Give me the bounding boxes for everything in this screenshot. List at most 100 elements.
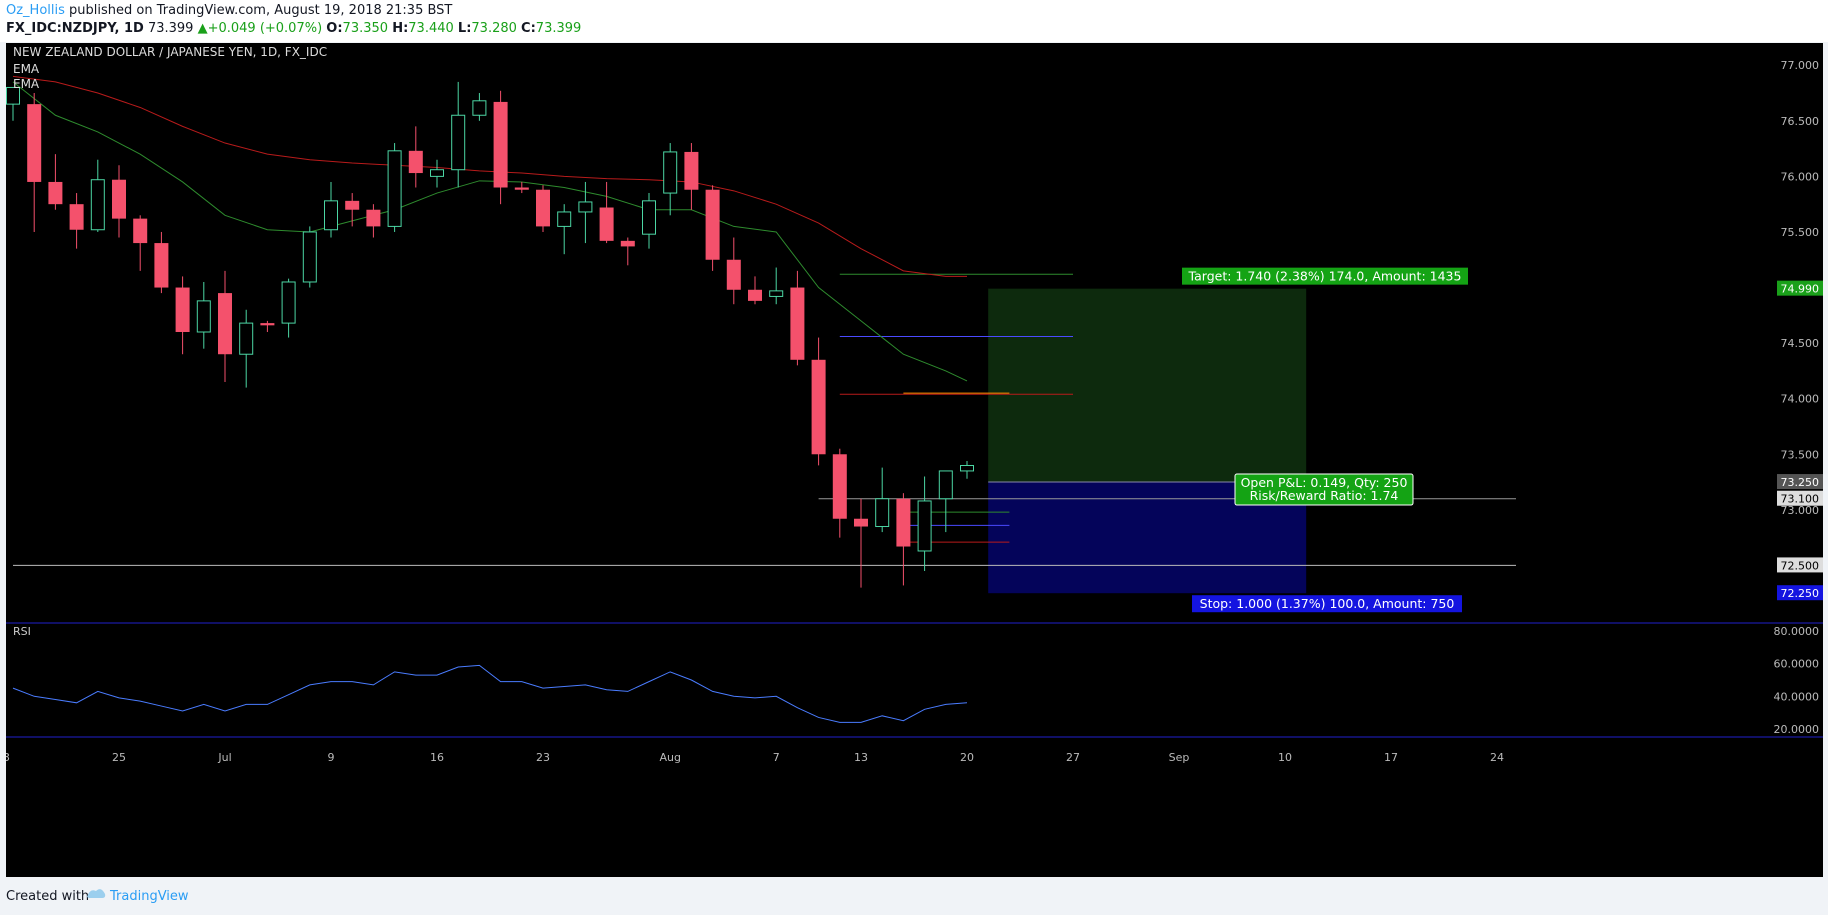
target-label-bg (1182, 267, 1468, 285)
candle-body (917, 500, 932, 552)
price-badge-label: 74.990 (1781, 283, 1820, 296)
candle-body (48, 181, 63, 205)
candle-body (472, 100, 487, 116)
candle-body (175, 287, 190, 332)
candle-body (536, 189, 550, 227)
candle-body (90, 179, 105, 231)
price-tick-label: 76.000 (1781, 170, 1820, 183)
candle-body (684, 151, 699, 190)
price-badge-label: 73.100 (1781, 493, 1820, 506)
high-value: 73.440 (408, 21, 454, 36)
candle-body (451, 114, 466, 171)
candle-body (324, 200, 338, 231)
chart-titles: NEW ZEALAND DOLLAR / JAPANESE YEN, 1D, F… (13, 45, 327, 91)
ema-fast-line (12, 81, 968, 382)
candle-body (769, 290, 784, 297)
stop-label-bg (1192, 595, 1462, 613)
price-badge-label: 72.250 (1781, 587, 1820, 600)
rsi-tick-label: 80.0000 (1774, 625, 1820, 638)
chart-svg[interactable]: Target: 1.740 (2.38%) 174.0, Amount: 143… (3, 43, 1823, 877)
candle-body (302, 231, 317, 283)
candle-body (112, 179, 126, 219)
time-tick-label: 3 (6, 751, 10, 764)
time-tick-label: 17 (1384, 751, 1398, 764)
price-badge-bg (1777, 474, 1823, 490)
created-with-text: Created with (6, 889, 90, 904)
candle-body (493, 101, 508, 188)
candle-body (960, 464, 974, 472)
price-tick-label: 74.000 (1781, 393, 1820, 406)
candle-body (790, 287, 805, 360)
candle-body (281, 281, 296, 324)
open-value: 73.350 (342, 21, 389, 36)
price-tick-label: 75.500 (1781, 226, 1820, 239)
chart-header: Oz_Hollis published on TradingView.com, … (0, 0, 1828, 42)
time-tick-label: Jul (217, 751, 231, 764)
price-change: +0.049 (+0.07%) (207, 21, 323, 36)
pnl-label: Open P&L: 0.149, Qty: 250 (1241, 475, 1408, 490)
candle-body (705, 189, 720, 260)
candle-body (6, 86, 20, 105)
price-badge-label: 72.500 (1781, 559, 1820, 572)
candle-body (196, 300, 211, 333)
price-badge-bg (1777, 557, 1823, 573)
candle-body (832, 454, 847, 519)
candle-body (430, 169, 444, 177)
author-link[interactable]: Oz_Hollis (6, 3, 65, 18)
rsi-title: RSI (13, 625, 31, 638)
candles (6, 81, 974, 588)
position-labels: Target: 1.740 (2.38%) 174.0, Amount: 143… (1182, 267, 1468, 613)
candle-body (663, 151, 678, 194)
rsi-tick-label: 40.0000 (1774, 690, 1820, 703)
price-badge-bg (1777, 280, 1823, 296)
time-tick-label: 13 (854, 751, 868, 764)
candle-body (239, 322, 254, 355)
price-tick-label: 76.500 (1781, 115, 1820, 128)
target-zone (988, 288, 1307, 483)
candle-body (345, 200, 360, 210)
pnl-label-bg (1234, 473, 1414, 506)
rsi-tick-label: 20.0000 (1774, 723, 1820, 736)
candle-body (218, 293, 232, 355)
chart-canvas[interactable]: Target: 1.740 (2.38%) 174.0, Amount: 143… (3, 43, 1823, 877)
time-tick-label: 10 (1278, 751, 1292, 764)
chart-title: NEW ZEALAND DOLLAR / JAPANESE YEN, 1D, F… (13, 45, 327, 59)
candle-body (642, 200, 656, 235)
tradingview-brand[interactable]: TradingView (110, 889, 189, 904)
position-zones (988, 288, 1307, 594)
time-tick-label: 7 (773, 751, 780, 764)
candle-body (557, 211, 572, 227)
rsi-line (12, 664, 968, 723)
price-tick-label: 77.000 (1781, 59, 1820, 72)
candle-body (875, 498, 890, 528)
candle-body (27, 104, 42, 182)
candle-body (408, 150, 423, 174)
time-axis[interactable]: 3 25 Jul 9 16 23 Aug 7 13 20 27 Sep 10 17 24 (3, 751, 1504, 764)
candle-body (514, 187, 529, 190)
candle-body (811, 359, 826, 455)
price-tick-label: 73.000 (1781, 504, 1820, 517)
candle-body (620, 240, 635, 247)
candle-body (69, 204, 84, 230)
rsi-panel: RSI 80.0000 60.0000 40.0000 20.0000 (6, 622, 1823, 738)
time-tick-label: Aug (659, 751, 680, 764)
close-label: C: (521, 21, 536, 36)
price-badge-bg (1777, 585, 1823, 601)
candle-body (726, 259, 741, 290)
time-tick-label: 9 (328, 751, 335, 764)
price-tick-label: 74.500 (1781, 337, 1820, 350)
candle-body (133, 218, 148, 244)
price-axis[interactable]: 77.000 76.500 76.000 75.500 74.500 74.000 73.5… (1777, 59, 1823, 601)
footer: Created with TradingView (0, 877, 1828, 915)
time-tick-label: 20 (960, 751, 974, 764)
publish-info: Oz_Hollis published on TradingView.com, … (6, 3, 452, 18)
price-badge-label: 73.250 (1781, 476, 1820, 489)
candle-body (578, 201, 593, 213)
stop-label: Stop: 1.000 (1.37%) 100.0, Amount: 750 (1200, 596, 1455, 611)
candle-body (599, 207, 614, 241)
time-tick-label: 27 (1066, 751, 1080, 764)
candle-body (366, 209, 381, 227)
tradingview-logo-icon (87, 889, 106, 898)
time-tick-label: 25 (112, 751, 126, 764)
price-badge-bg (1777, 490, 1823, 506)
